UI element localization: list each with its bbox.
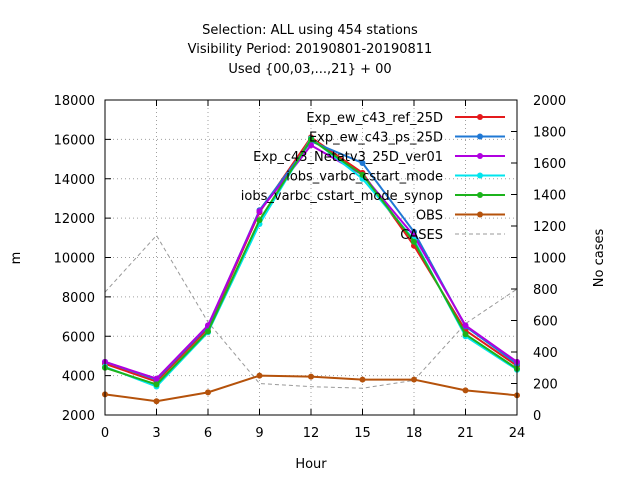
series-layer	[102, 134, 520, 405]
y2-tick-label: 1000	[533, 252, 566, 267]
data-point	[256, 372, 263, 379]
legend-marker	[477, 192, 483, 198]
data-point	[359, 376, 366, 383]
data-point	[205, 328, 211, 335]
y2-tick-label: 1400	[533, 189, 566, 204]
legend-marker	[477, 211, 483, 218]
data-point	[308, 136, 314, 143]
y-tick-label: 14000	[54, 173, 95, 188]
axis-ticks: 0 3 6 9 12 15 18 21 2420004000600080001000012000…	[54, 94, 566, 441]
series-cases	[104, 234, 518, 389]
title-line-3: Used {00,03,...,21} + 00	[228, 62, 391, 77]
series-line-cases	[104, 234, 518, 389]
y2-tick-label: 600	[533, 315, 558, 330]
data-point	[462, 387, 469, 394]
y2-tick-label: 800	[533, 283, 558, 298]
legend-marker	[477, 153, 483, 159]
y2-tick-label: 2000	[533, 94, 566, 109]
legend-label: Exp_ew_c43_ref_25D	[306, 111, 443, 126]
data-point	[411, 238, 417, 245]
legend-label: Exp_c43_Netatv3_25D_ver01	[253, 150, 443, 165]
title-line-1: Selection: ALL using 454 stations	[202, 23, 418, 38]
y-tick-label: 10000	[54, 252, 95, 267]
legend-marker	[477, 172, 483, 179]
y-tick-label: 18000	[54, 94, 95, 109]
y-tick-label: 16000	[54, 133, 95, 148]
chart-title: Selection: ALL using 454 stations Visibi…	[188, 23, 433, 77]
x-tick-label: 9	[255, 426, 263, 441]
data-point	[359, 160, 366, 166]
y2-tick-label: 1800	[533, 126, 566, 141]
data-point	[411, 376, 417, 383]
legend-entry-exp-c43-netatv3-25d-ver01: Exp_c43_Netatv3_25D_ver01	[253, 150, 505, 165]
x-tick-label: 18	[406, 426, 423, 441]
grid	[105, 100, 517, 415]
data-point	[462, 322, 469, 329]
data-point	[205, 389, 211, 396]
legend: Exp_ew_c43_ref_25D Exp_ew_c43_ps_25D Exp_c…	[241, 111, 505, 243]
x-tick-label: 21	[457, 426, 474, 441]
y2-tick-label: 1600	[533, 157, 566, 172]
legend-label: Exp_ew_c43_ps_25D	[309, 131, 443, 146]
data-point	[153, 398, 160, 405]
y-tick-label: 6000	[62, 330, 95, 345]
legend-entry-exp-ew-c43-ps-25d: Exp_ew_c43_ps_25D	[309, 131, 505, 146]
legend-label: CASES	[400, 228, 443, 243]
y-tick-label: 2000	[62, 409, 95, 424]
data-point	[308, 373, 314, 380]
legend-marker	[477, 114, 483, 120]
y-tick-label: 4000	[62, 370, 95, 385]
x-tick-label: 6	[204, 426, 212, 441]
x-tick-label: 3	[152, 426, 160, 441]
data-point	[256, 217, 263, 224]
data-point	[308, 142, 314, 149]
y2-tick-label: 0	[533, 409, 541, 424]
title-line-2: Visibility Period: 20190801-20190811	[188, 42, 433, 57]
legend-entry-iobs-varbc-cstart-mode: iobs_varbc_cstart_mode	[286, 170, 505, 185]
legend-entry-exp-ew-c43-ref-25d: Exp_ew_c43_ref_25D	[306, 111, 505, 126]
legend-entry-iobs-varbc-cstart-mode-synop: iobs_varbc_cstart_mode_synop	[241, 189, 505, 204]
data-point	[153, 381, 160, 388]
legend-entry-obs: OBS	[416, 209, 505, 224]
x-axis-label: Hour	[295, 457, 327, 472]
y2-axis-label: No cases	[592, 229, 607, 288]
y-tick-label: 12000	[54, 212, 95, 227]
data-point	[256, 208, 263, 215]
data-point	[359, 171, 366, 178]
x-tick-label: 0	[101, 426, 109, 441]
data-point	[153, 375, 160, 382]
legend-label: OBS	[416, 209, 443, 224]
y-tick-label: 8000	[62, 291, 95, 306]
data-point	[462, 331, 469, 338]
cases-series-layer	[104, 234, 518, 389]
legend-marker	[477, 133, 483, 140]
x-tick-label: 15	[354, 426, 371, 441]
y2-tick-label: 400	[533, 346, 558, 361]
x-tick-label: 12	[303, 426, 320, 441]
y2-tick-label: 200	[533, 378, 558, 393]
y-axis-label: m	[9, 252, 24, 265]
legend-entry-cases: CASES	[400, 228, 505, 243]
legend-label: iobs_varbc_cstart_mode	[286, 170, 443, 185]
series-obs	[102, 372, 520, 405]
x-tick-label: 24	[509, 426, 526, 441]
legend-label: iobs_varbc_cstart_mode_synop	[241, 189, 443, 204]
y2-tick-label: 1200	[533, 220, 566, 235]
